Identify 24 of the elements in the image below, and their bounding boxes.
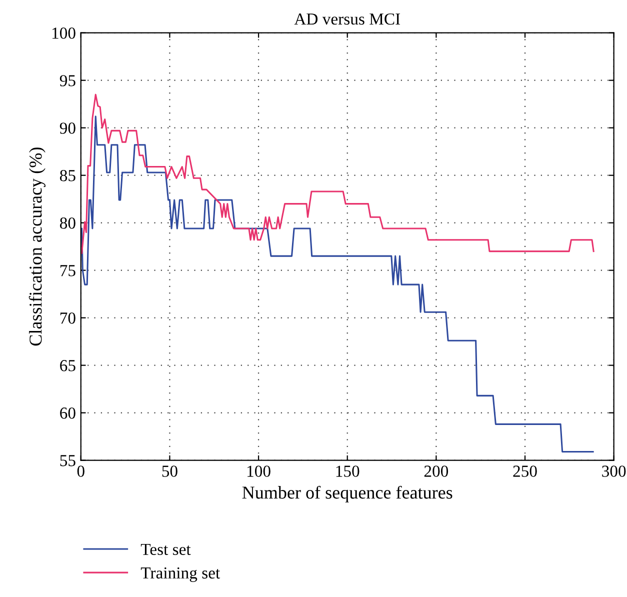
x-tick-label: 250 — [513, 466, 537, 477]
y-tick-label: 95 — [60, 75, 76, 86]
legend-label: Training set — [140, 567, 220, 582]
y-tick-label: 55 — [60, 455, 76, 466]
y-tick-label: 85 — [60, 170, 76, 182]
y-tick-label: 90 — [60, 122, 76, 134]
chart-title: AD versus MCI — [294, 13, 400, 25]
x-tick-label: 300 — [602, 466, 626, 477]
y-axis-title: Classification accuracy (%) — [28, 148, 46, 346]
y-tick-label: 100 — [52, 28, 76, 39]
y-tick-label: 80 — [60, 218, 76, 229]
x-axis-title: Number of sequence features — [242, 486, 452, 502]
x-tick-label: 200 — [424, 466, 448, 477]
y-tick-label: 70 — [60, 312, 76, 324]
line-series — [81, 116, 594, 453]
y-tick-label: 65 — [60, 360, 76, 372]
y-tick-label: 75 — [60, 265, 76, 276]
line-series — [81, 94, 594, 254]
x-tick-label: 50 — [162, 466, 178, 477]
x-tick-label: 150 — [336, 466, 360, 477]
x-tick-label: 0 — [77, 466, 84, 477]
legend-label: Test set — [140, 544, 191, 556]
y-tick-label: 60 — [60, 407, 76, 419]
x-tick-label: 100 — [248, 466, 270, 477]
